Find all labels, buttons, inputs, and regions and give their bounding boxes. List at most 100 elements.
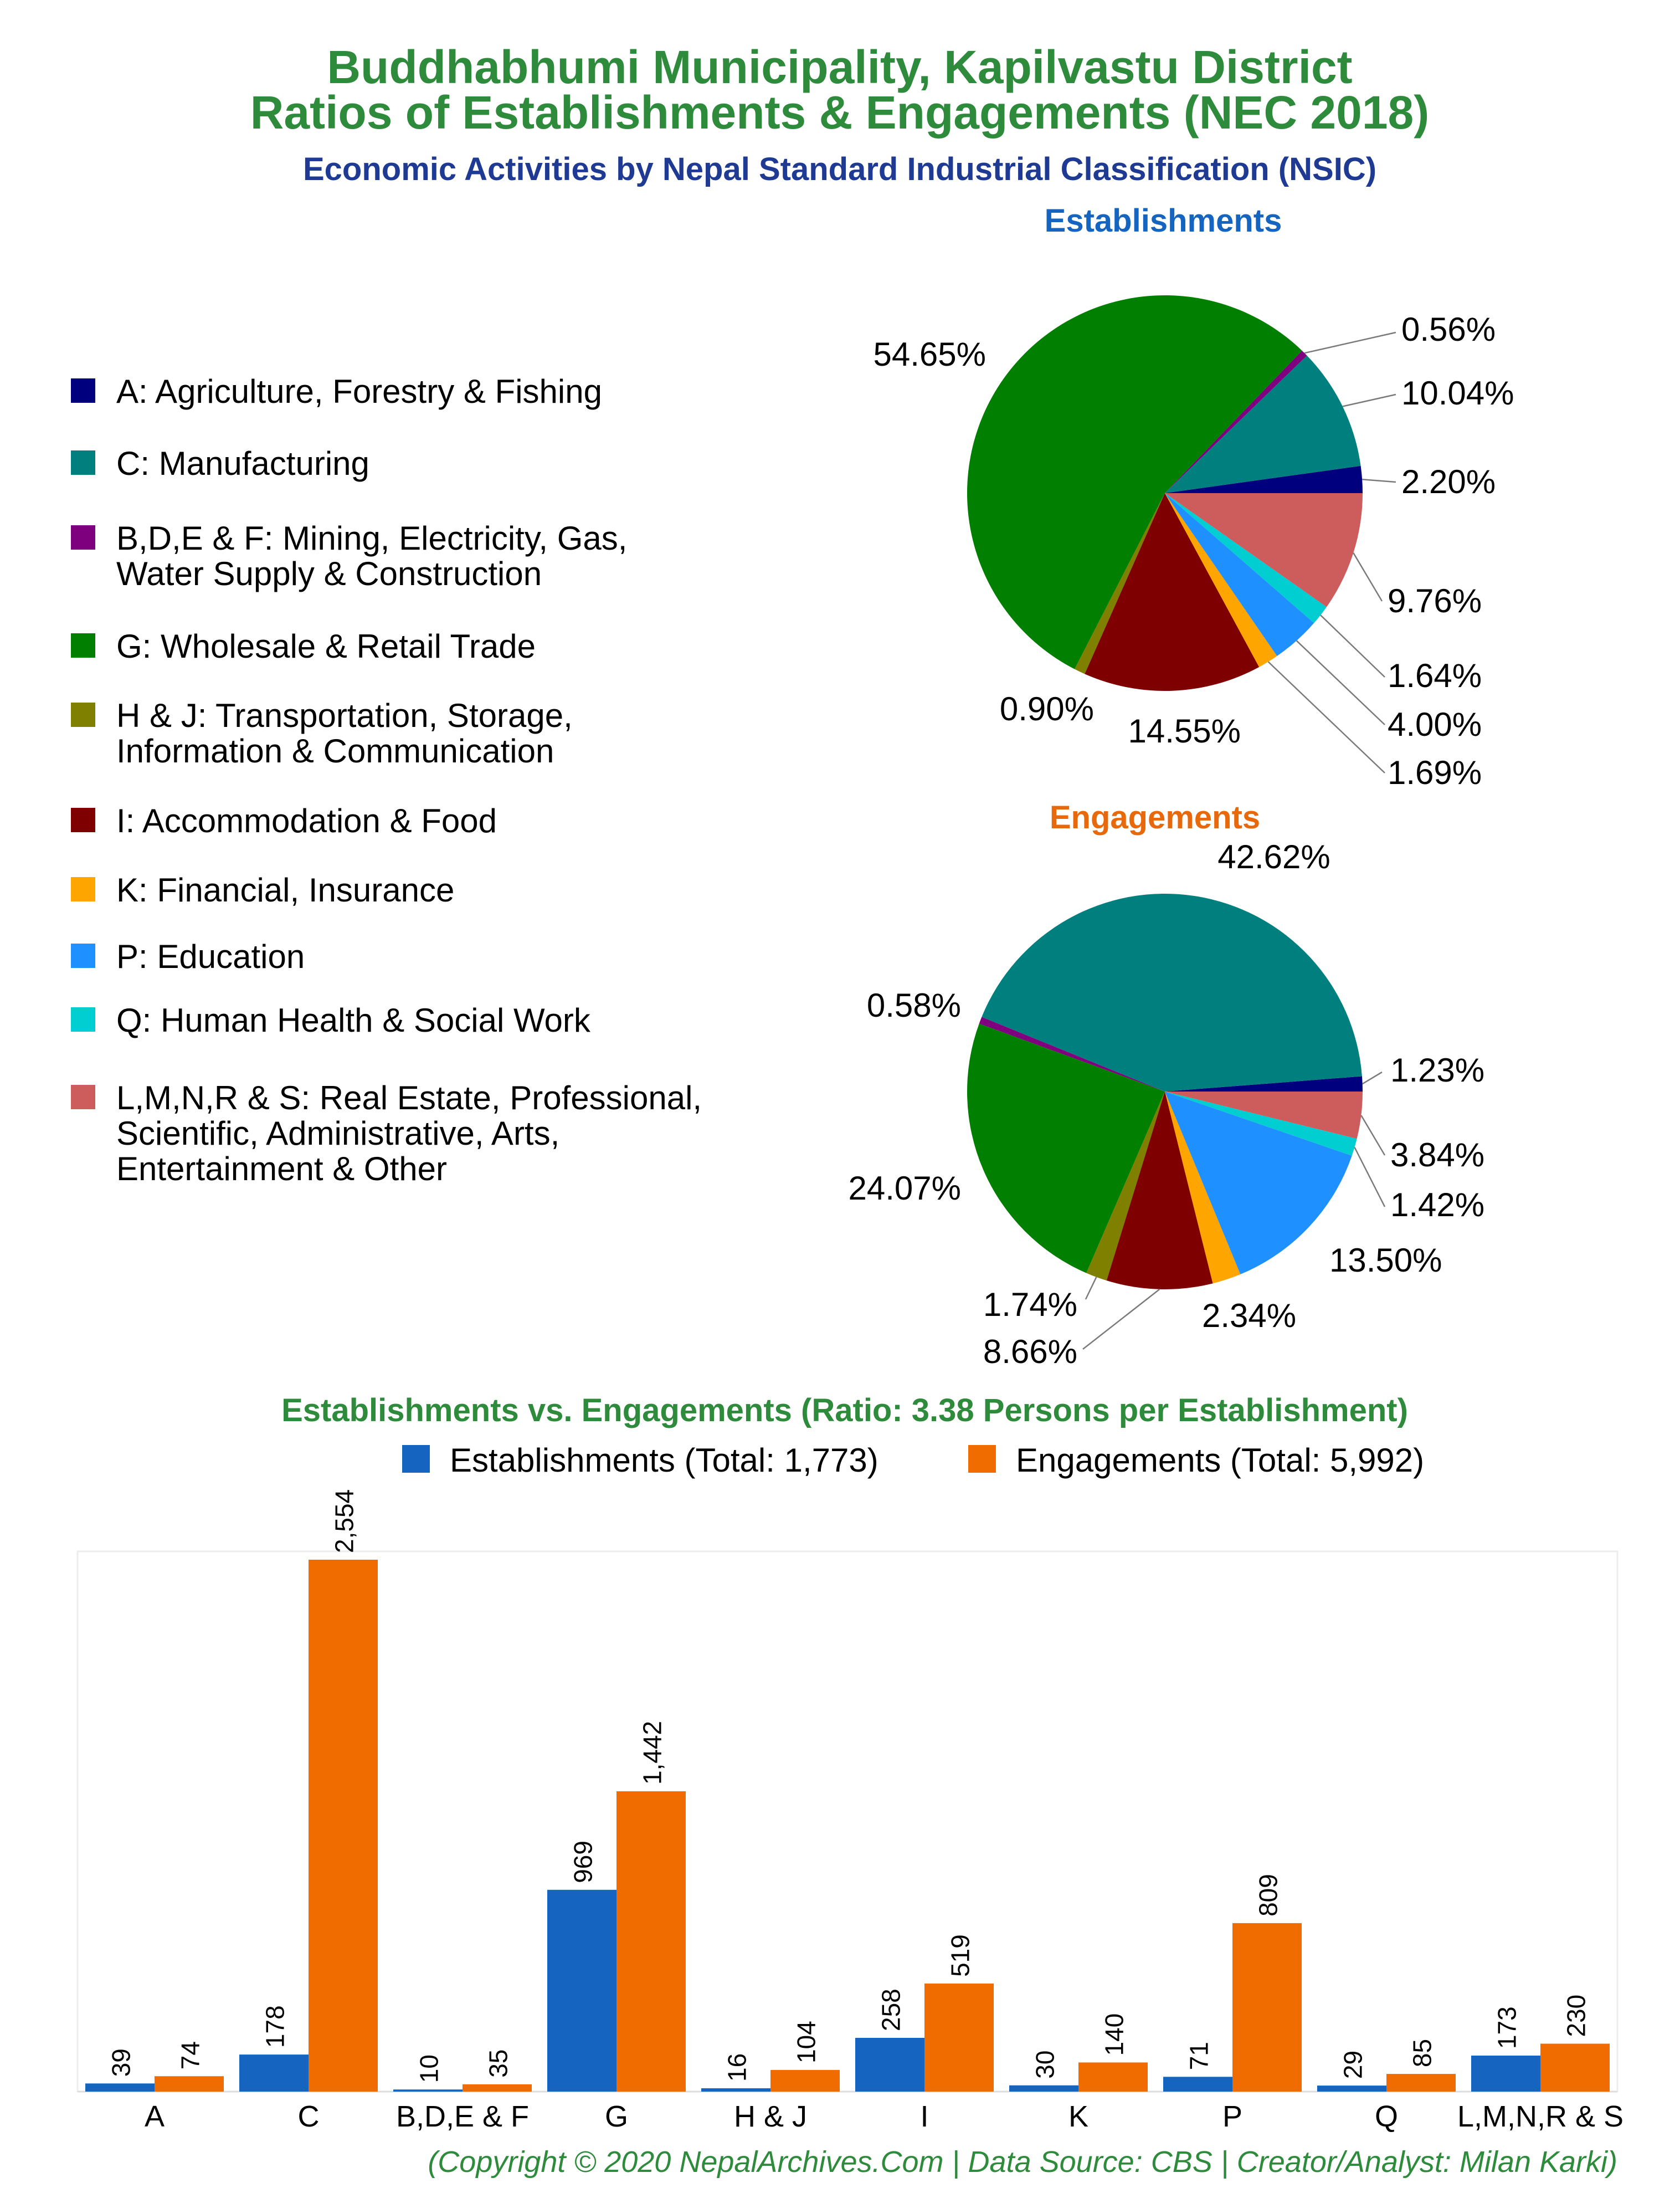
- engagements-bar: [309, 1560, 378, 2092]
- bar-value-label: 30: [1031, 2051, 1060, 2079]
- legend-label-4: Information & Communication: [116, 732, 554, 770]
- legend-swatch-7: [71, 944, 95, 968]
- pie-leader-line: [1320, 614, 1385, 678]
- bar-value-label: 104: [792, 2021, 821, 2063]
- pie-slice-label: 0.58%: [867, 987, 961, 1024]
- x-tick-label: G: [605, 2100, 628, 2133]
- legend-label-0: A: Agriculture, Forestry & Fishing: [116, 373, 602, 410]
- pie-slice-i: [1106, 1092, 1213, 1290]
- engagements-pie-title: Engagements: [1050, 800, 1260, 836]
- pie-slice-lmnrs: [1165, 493, 1363, 607]
- legend-swatch-9: [71, 1085, 95, 1109]
- pie-slice-label: 1.42%: [1390, 1186, 1484, 1223]
- bar-value-label: 35: [484, 2049, 513, 2078]
- legend-label-9: Entertainment & Other: [116, 1150, 447, 1187]
- pie-slice-label: 9.76%: [1388, 582, 1482, 619]
- engagements-bar: [1540, 2043, 1610, 2092]
- pie-slice-label: 0.90%: [1000, 690, 1094, 727]
- pie-slice-g: [967, 1023, 1165, 1273]
- legend-label-establishments: Establishments (Total: 1,773): [450, 1442, 878, 1479]
- legend-label-2: Water Supply & Construction: [116, 555, 542, 592]
- pie-leader-line: [1362, 1071, 1383, 1085]
- bar-value-label: 230: [1562, 1995, 1591, 2037]
- bar-value-label: 178: [261, 2005, 290, 2048]
- establishments-bar: [1471, 2056, 1540, 2092]
- pie-slice-label: 13.50%: [1329, 1242, 1442, 1279]
- pie-leader-line: [1362, 479, 1396, 483]
- engagements-bar: [770, 2069, 840, 2092]
- legend-swatch-establishments: [402, 1445, 430, 1473]
- x-tick-label: I: [920, 2100, 928, 2133]
- pie-slice-label: 54.65%: [874, 336, 987, 373]
- pie-slice-label: 2.20%: [1401, 463, 1496, 500]
- category-legend: A: Agriculture, Forestry & Fishing C: Man…: [71, 373, 702, 1187]
- x-tick-label: K: [1068, 2100, 1088, 2133]
- legend-label-7: P: Education: [116, 938, 305, 975]
- legend-label-3: G: Wholesale & Retail Trade: [116, 628, 536, 665]
- pie-leader-line: [1342, 393, 1396, 407]
- x-tick-label: B,D,E & F: [396, 2100, 529, 2133]
- engagements-bar: [1232, 1923, 1302, 2092]
- establishments-bar: [393, 2089, 463, 2092]
- pie-slice-c: [982, 894, 1362, 1092]
- establishments-bar: [85, 2083, 155, 2092]
- legend-label-2: B,D,E & F: Mining, Electricity, Gas,: [116, 520, 627, 557]
- pie-slice-k: [1165, 1092, 1241, 1284]
- pie-slice-label: 1.23%: [1390, 1052, 1484, 1089]
- pie-slice-q: [1165, 493, 1327, 623]
- establishments-bar: [1009, 2085, 1078, 2092]
- legend-label-6: K: Financial, Insurance: [116, 872, 454, 909]
- legend-label-4: H & J: Transportation, Storage,: [116, 697, 573, 734]
- bar-value-label: 2,554: [330, 1489, 359, 1553]
- pie-slice-bdef: [1165, 350, 1307, 493]
- legend-swatch-8: [71, 1007, 95, 1032]
- establishments-bar: [547, 1889, 616, 2092]
- bar-value-label: 173: [1493, 2006, 1522, 2049]
- pie-slice-label: 1.64%: [1388, 657, 1482, 694]
- pie-slice-i: [1085, 493, 1260, 691]
- pie-slice-label: 1.74%: [983, 1286, 1077, 1323]
- legend-label-8: Q: Human Health & Social Work: [116, 1002, 591, 1039]
- engagements-bar: [1386, 2074, 1456, 2092]
- x-tick-label: A: [145, 2100, 165, 2133]
- pie-slice-k: [1165, 493, 1277, 667]
- engagements-pie: 1.23% 42.62% 0.58% 24.07% 1.74% 8.66% 2.34% 13.…: [849, 838, 1485, 1370]
- engagements-bar: [155, 2076, 224, 2092]
- x-tick-label: L,M,N,R & S: [1457, 2100, 1624, 2133]
- bar-chart-legend: Establishments (Total: 1,773) Engagement…: [402, 1442, 1424, 1479]
- pie-leader-line: [1296, 640, 1385, 725]
- pie-slice-lmnrs: [1165, 1092, 1363, 1139]
- pie-leader-line: [1353, 552, 1383, 602]
- page-subtitle: Economic Activities by Nepal Standard In…: [303, 151, 1376, 187]
- legend-label-engagements: Engagements (Total: 5,992): [1016, 1442, 1424, 1479]
- pie-slice-p: [1165, 1092, 1352, 1274]
- pie-slice-g: [967, 295, 1302, 669]
- page-title-line1: Buddhabhumi Municipality, Kapilvastu Dis…: [327, 41, 1352, 93]
- legend-swatch-2: [71, 525, 95, 550]
- pie-slice-label: 14.55%: [1128, 713, 1241, 750]
- legend-swatch-engagements: [968, 1445, 996, 1473]
- pie-leader-line: [1267, 661, 1385, 773]
- legend-label-1: C: Manufacturing: [116, 445, 369, 482]
- x-tick-label: P: [1222, 2100, 1242, 2133]
- x-tick-label: Q: [1375, 2100, 1398, 2133]
- bar-value-label: 71: [1185, 2042, 1214, 2070]
- pie-slice-a: [1165, 465, 1363, 493]
- bar-value-label: 1,442: [638, 1721, 667, 1785]
- bar-value-label: 29: [1339, 2051, 1368, 2079]
- pie-slice-hj: [1075, 493, 1165, 674]
- page-title-line2: Ratios of Establishments & Engagements (…: [250, 86, 1430, 139]
- pie-slice-label: 42.62%: [1217, 838, 1330, 875]
- bar-value-label: 519: [946, 1934, 975, 1977]
- establishments-bar: [239, 2054, 309, 2092]
- pie-leader-line: [1354, 1147, 1386, 1207]
- pie-slice-a: [1165, 1076, 1363, 1092]
- bar-chart-title: Establishments vs. Engagements (Ratio: 3…: [281, 1392, 1408, 1428]
- bar-value-label: 10: [415, 2054, 444, 2083]
- establishments-pie: 2.20% 10.04% 0.56% 54.65% 0.90% 14.55% 1.69% 4.…: [874, 295, 1514, 791]
- pie-slice-label: 10.04%: [1401, 375, 1514, 412]
- bar-value-label: 85: [1408, 2039, 1437, 2067]
- legend-swatch-4: [71, 703, 95, 727]
- pie-slice-label: 3.84%: [1390, 1136, 1484, 1174]
